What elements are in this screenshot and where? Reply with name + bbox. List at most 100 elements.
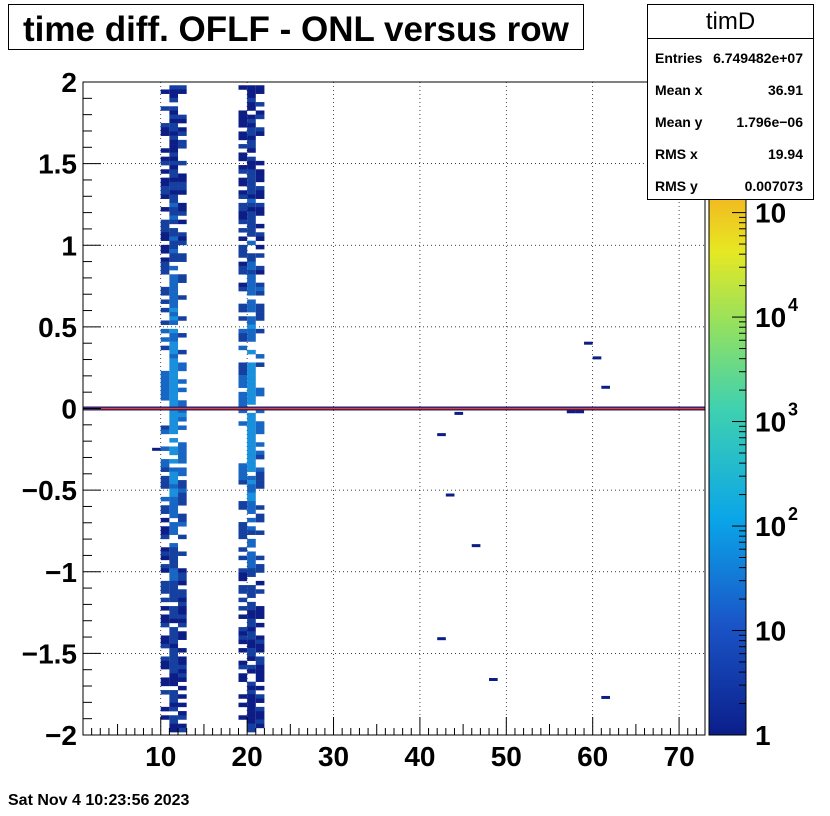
density-cell [255,475,265,481]
density-cell [160,597,170,603]
density-cell [247,488,256,493]
density-cell [238,379,248,384]
density-cell [169,358,179,363]
stats-key: RMS x [655,146,698,162]
density-cell [160,261,170,267]
density-cell [247,270,256,275]
density-cell [247,652,256,657]
density-cell [247,190,256,195]
density-cell [247,396,256,401]
density-cell [169,513,179,519]
density-cell [169,576,179,582]
density-cell [169,606,179,611]
stats-row-mean-x: Mean x 36.91 [655,82,803,100]
density-cell [238,660,248,666]
density-cell [247,711,256,716]
density-cell [247,614,256,619]
density-cell [255,312,265,317]
density-cell [255,160,265,166]
density-cell [238,270,248,275]
density-cell [178,711,187,716]
colorbar-label: 10 [755,302,786,333]
density-cell [238,396,248,401]
stats-value: 1.796e−06 [736,114,803,130]
density-cell [169,614,179,619]
density-cell [255,114,265,120]
density-cell [255,286,265,292]
density-cell [255,606,265,611]
density-cell [238,627,248,632]
density-cell [255,639,265,645]
density-cell [255,694,265,699]
density-cell [169,555,179,561]
density-cell [178,660,187,666]
density-cell [169,467,179,472]
density-cell [247,391,256,397]
density-cell [160,706,170,712]
density-cell [160,690,170,695]
stats-key: Entries [655,50,703,66]
density-cell [247,412,256,418]
density-cell [178,715,187,720]
density-cell [169,202,179,208]
density-cell [255,232,265,237]
density-cell [169,417,179,422]
density-cell [255,673,265,678]
density-cell [178,207,187,212]
density-cell [178,656,187,661]
density-cell [255,656,265,661]
density-cell [178,492,187,498]
density-cell [160,207,170,212]
density-cell [238,261,248,267]
density-cell [247,694,256,699]
density-cell [247,622,256,628]
density-cell [178,114,187,120]
density-cell [255,505,265,510]
density-cell [169,316,179,321]
density-cell [247,627,256,632]
density-cell [247,194,256,199]
density-cell [247,715,256,720]
density-cell [238,677,248,682]
stats-title: timD [648,5,813,39]
density-cell [255,580,265,586]
density-cell [169,131,179,136]
density-cell [169,580,179,586]
density-cell [247,681,256,687]
density-cell [169,253,179,258]
density-cell [169,228,179,233]
density-cell [169,408,179,414]
density-cell [247,156,256,162]
density-cell [169,572,179,577]
density-cell [160,568,170,573]
density-cell [255,89,265,94]
density-cell [247,442,256,447]
density-cell [169,257,179,262]
density-cell [169,211,179,216]
density-cell [178,702,187,708]
density-cell [238,421,248,426]
density-cell [238,202,248,208]
density-cell [169,522,179,527]
density-cell [160,446,170,451]
density-cell [160,257,170,262]
density-cell [169,669,179,674]
y-tick-label: 0.5 [38,312,77,343]
density-cell [238,303,248,309]
density-cell [247,135,256,141]
density-cell [169,349,179,355]
density-cell [169,207,179,212]
density-cell [247,337,256,342]
density-cell [247,593,256,598]
density-cell [247,253,256,258]
density-cell [169,282,179,288]
density-cell [178,127,187,132]
stats-box: timD Entries 6.749482e+07 Mean x 36.91 M… [647,4,814,200]
density-cell [169,135,179,141]
density-cell [169,303,179,309]
density-cell [238,639,248,645]
density-cell [169,471,179,477]
chart-title: time diff. OFLF - ONL versus row [23,10,569,49]
density-cell [169,559,179,565]
density-cell [247,274,256,279]
